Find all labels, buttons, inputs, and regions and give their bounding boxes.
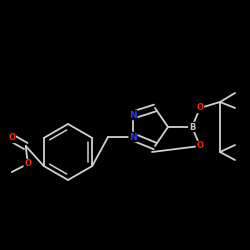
Text: N: N — [129, 110, 137, 120]
Text: B: B — [189, 122, 195, 132]
Text: O: O — [196, 104, 203, 112]
Text: O: O — [196, 142, 203, 150]
Text: O: O — [8, 134, 15, 142]
Text: O: O — [24, 160, 31, 168]
Text: N: N — [129, 132, 137, 141]
